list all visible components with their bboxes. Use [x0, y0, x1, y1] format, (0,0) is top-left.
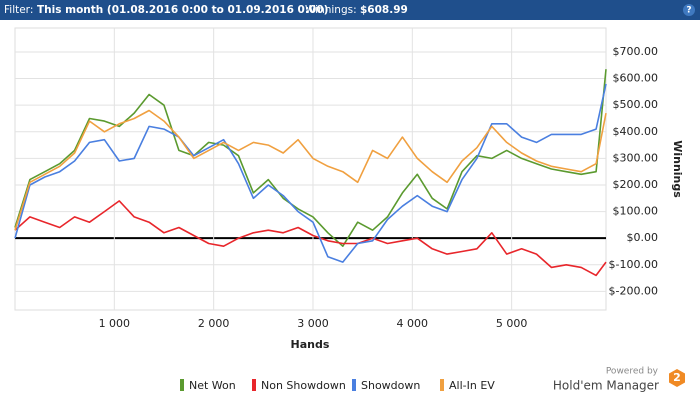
series-line [14, 109, 607, 231]
x-axis-title: Hands [291, 338, 330, 351]
y-tick-label: $500.00 [613, 98, 659, 111]
header: Filter: This month (01.08.2016 0:00 to 0… [0, 0, 700, 20]
logo [669, 369, 685, 387]
series-line [14, 69, 607, 247]
filter-label: Filter: [4, 4, 33, 16]
series-line [14, 83, 607, 263]
legend-label: Non Showdown [261, 379, 346, 392]
series-line [14, 200, 607, 277]
x-tick-label: 4 000 [397, 317, 429, 330]
y-tick-label: $200.00 [613, 178, 659, 191]
filter-value: This month (01.08.2016 0:00 to 01.09.201… [37, 4, 328, 16]
legend-swatch [352, 379, 356, 391]
legend-item: Showdown [352, 379, 420, 392]
powered-by: Powered by [606, 367, 659, 377]
legend-label: Net Won [189, 379, 236, 392]
winnings-value: $608.99 [360, 4, 408, 16]
logo-text: 2 [673, 371, 681, 384]
y-tick-label: $0.00 [627, 231, 659, 244]
legend-swatch [252, 379, 256, 391]
x-tick-label: 1 000 [99, 317, 131, 330]
x-tick-label: 2 000 [198, 317, 230, 330]
y-tick-label: $400.00 [613, 125, 659, 138]
winnings-label: Winnings: [305, 4, 357, 16]
brand: Hold'em Manager [553, 379, 659, 393]
legend-swatch [180, 379, 184, 391]
help-button[interactable] [683, 4, 695, 16]
x-tick-label: 3 000 [297, 317, 329, 330]
y-tick-label: $-100.00 [609, 258, 658, 271]
grid [15, 28, 606, 310]
y-tick-label: $300.00 [613, 151, 659, 164]
y-tick-label: $-200.00 [609, 284, 658, 297]
x-tick-label: 5 000 [496, 317, 528, 330]
legend-label: All-In EV [449, 379, 495, 392]
legend-label: Showdown [361, 379, 420, 392]
y-tick-label: $700.00 [613, 45, 659, 58]
y-tick-label: $600.00 [613, 72, 659, 85]
help-text[interactable]: ? [686, 6, 691, 16]
legend-swatch [440, 379, 444, 391]
y-axis-title: Winnings [671, 140, 684, 198]
legend-item: All-In EV [440, 379, 495, 392]
plot-frame [14, 27, 607, 311]
header-bar [0, 0, 700, 20]
legend-item: Net Won [180, 379, 236, 392]
legend-item: Non Showdown [252, 379, 346, 392]
y-tick-label: $100.00 [613, 205, 659, 218]
